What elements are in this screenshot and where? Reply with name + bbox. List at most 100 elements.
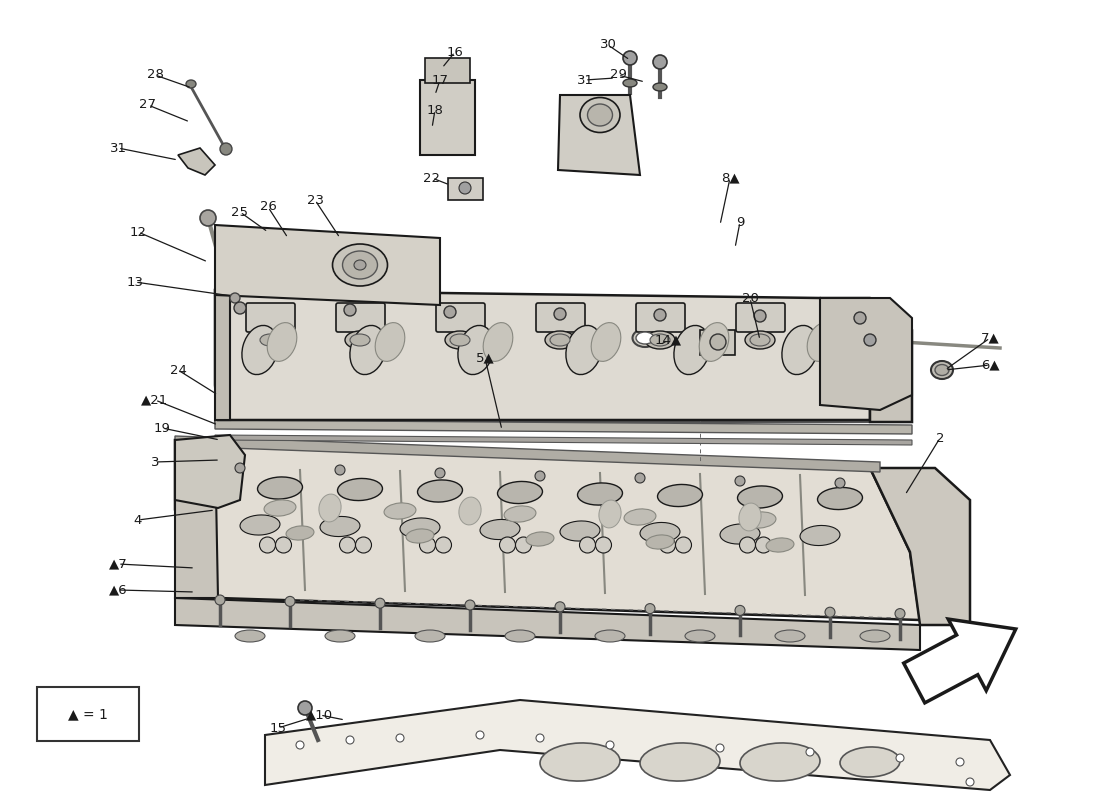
Ellipse shape [235,630,265,642]
Ellipse shape [497,482,542,503]
Ellipse shape [645,331,675,349]
Circle shape [675,537,692,553]
Text: 6▲: 6▲ [981,358,999,371]
Ellipse shape [737,486,782,508]
Ellipse shape [406,529,434,543]
Text: 23: 23 [307,194,323,206]
Circle shape [595,537,612,553]
Ellipse shape [332,244,387,286]
Ellipse shape [350,326,386,374]
Ellipse shape [650,334,670,346]
Ellipse shape [483,322,513,362]
Circle shape [499,537,516,553]
Text: 15: 15 [270,722,286,734]
Ellipse shape [578,483,623,505]
Circle shape [606,741,614,749]
Ellipse shape [544,331,575,349]
Circle shape [956,758,964,766]
Ellipse shape [257,477,303,499]
Ellipse shape [587,104,613,126]
Circle shape [396,734,404,742]
Text: 22: 22 [424,171,440,185]
Polygon shape [558,95,640,175]
FancyBboxPatch shape [336,303,385,332]
Ellipse shape [350,334,370,346]
Text: 2: 2 [936,431,944,445]
Ellipse shape [186,80,196,88]
Ellipse shape [598,500,622,528]
Ellipse shape [267,322,297,362]
Ellipse shape [624,509,656,525]
Ellipse shape [636,332,654,344]
Text: 29: 29 [609,69,626,82]
Ellipse shape [623,79,637,87]
FancyBboxPatch shape [246,303,295,332]
Bar [425,58,470,83]
Circle shape [739,537,756,553]
Bar [700,330,735,355]
Ellipse shape [264,500,296,516]
Circle shape [436,537,451,553]
Text: 5▲: 5▲ [475,351,494,365]
Circle shape [654,309,666,321]
Circle shape [895,609,905,618]
Ellipse shape [750,334,770,346]
Circle shape [653,55,667,69]
Circle shape [275,537,292,553]
Polygon shape [265,700,1010,790]
Circle shape [660,537,675,553]
Polygon shape [214,420,912,434]
Ellipse shape [560,521,600,541]
Circle shape [966,778,974,786]
FancyBboxPatch shape [37,687,139,741]
Polygon shape [870,468,970,625]
Ellipse shape [415,630,446,642]
Text: 14▲: 14▲ [654,334,682,346]
Ellipse shape [450,334,470,346]
Circle shape [260,537,275,553]
Circle shape [375,598,385,608]
FancyBboxPatch shape [436,303,485,332]
Polygon shape [820,298,912,422]
Ellipse shape [504,506,536,522]
Ellipse shape [565,326,602,374]
Ellipse shape [342,251,377,279]
Ellipse shape [685,630,715,642]
Ellipse shape [480,519,520,539]
Circle shape [516,537,531,553]
Ellipse shape [776,630,805,642]
Circle shape [756,537,771,553]
Ellipse shape [700,322,729,362]
Circle shape [230,293,240,303]
Text: ▲10: ▲10 [307,709,333,722]
FancyBboxPatch shape [736,303,785,332]
Ellipse shape [286,526,313,540]
Circle shape [825,607,835,618]
Ellipse shape [744,512,775,528]
Circle shape [896,754,904,762]
Polygon shape [214,290,230,420]
Text: 31: 31 [576,74,594,86]
Polygon shape [820,298,912,410]
FancyBboxPatch shape [636,303,685,332]
Text: 26: 26 [260,201,276,214]
Ellipse shape [242,326,278,374]
Circle shape [735,606,745,615]
Ellipse shape [646,535,674,549]
Circle shape [285,596,295,606]
Circle shape [864,334,876,346]
Ellipse shape [766,538,794,552]
Ellipse shape [658,485,703,506]
Circle shape [554,308,566,320]
Circle shape [854,312,866,324]
Circle shape [754,310,766,322]
Ellipse shape [740,743,820,781]
Circle shape [710,334,726,350]
Text: 16: 16 [447,46,463,58]
Circle shape [336,465,345,475]
Circle shape [735,476,745,486]
Ellipse shape [640,743,720,781]
Circle shape [444,306,456,318]
Polygon shape [175,440,218,598]
Text: 3: 3 [151,455,160,469]
